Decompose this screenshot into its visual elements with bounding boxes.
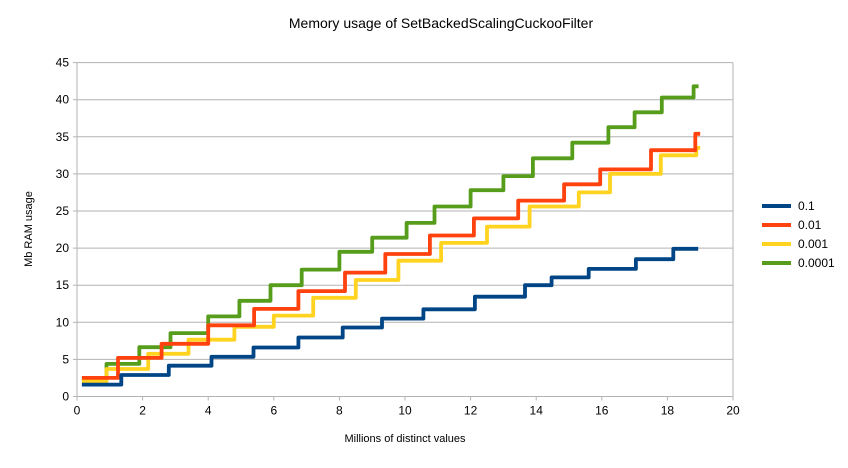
y-tick-label: 10 xyxy=(56,315,70,329)
y-tick-label: 0 xyxy=(62,390,69,404)
legend-item-0.1: 0.1 xyxy=(762,196,835,215)
series-line-0.1 xyxy=(81,246,699,387)
y-tick-label: 5 xyxy=(62,352,69,366)
legend-item-0.0001: 0.0001 xyxy=(762,253,835,272)
legend-swatch xyxy=(762,260,791,265)
y-tick-label: 25 xyxy=(56,204,70,218)
x-tick-label: 18 xyxy=(661,404,675,418)
x-tick-label: 2 xyxy=(139,404,146,418)
legend: 0.1 0.01 0.001 0.0001 xyxy=(762,196,835,272)
y-tick-label: 15 xyxy=(56,278,70,292)
series-line-0.001 xyxy=(81,146,701,384)
x-tick-label: 20 xyxy=(726,404,740,418)
series-line-0.0001 xyxy=(81,84,699,381)
legend-swatch xyxy=(762,203,791,208)
chart-title: Memory usage of SetBackedScalingCuckooFi… xyxy=(288,15,594,31)
y-tick-label: 30 xyxy=(56,167,70,181)
legend-label: 0.01 xyxy=(798,217,822,232)
x-tick-label: 4 xyxy=(205,404,212,418)
y-tick-label: 35 xyxy=(56,130,70,144)
legend-swatch xyxy=(762,222,791,227)
x-tick-label: 16 xyxy=(595,404,609,418)
x-tick-label: 10 xyxy=(398,404,412,418)
y-tick-label: 40 xyxy=(56,93,70,107)
legend-item-0.001: 0.001 xyxy=(762,234,835,253)
legend-label: 0.1 xyxy=(798,198,815,213)
y-tick-label: 45 xyxy=(56,56,70,70)
x-tick-label: 14 xyxy=(530,404,544,418)
x-tick-label: 0 xyxy=(74,404,81,418)
x-tick-label: 8 xyxy=(336,404,343,418)
x-tick-label: 6 xyxy=(270,404,277,418)
x-tick-label: 12 xyxy=(464,404,478,418)
legend-item-0.01: 0.01 xyxy=(762,215,835,234)
series-line-0.01 xyxy=(81,131,701,380)
legend-label: 0.0001 xyxy=(798,255,835,270)
legend-label: 0.001 xyxy=(798,236,829,251)
y-tick-label: 20 xyxy=(56,241,70,255)
x-axis-title: Millions of distinct values xyxy=(344,433,466,445)
legend-swatch xyxy=(762,241,791,246)
